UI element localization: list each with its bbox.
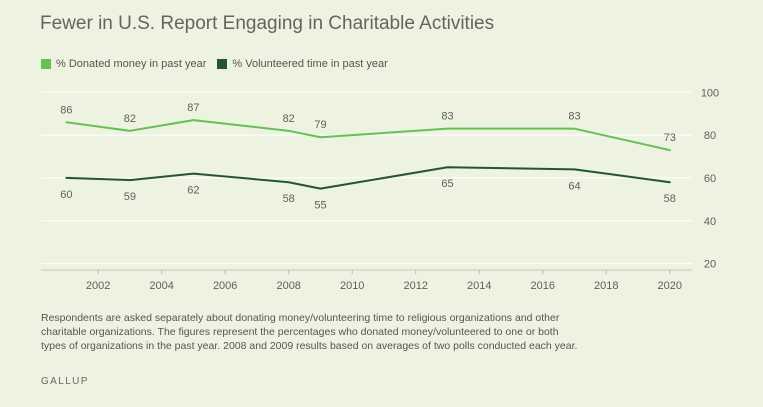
x-tick-label-2016: 2016 [531,280,555,292]
data-label-donated-2020: 73 [664,132,676,144]
x-tick-label-2006: 2006 [213,280,237,292]
x-tick-label-2020: 2020 [658,280,682,292]
data-label-donated-2005: 87 [187,102,199,114]
data-label-volunteered-2020: 58 [664,193,676,205]
x-tick-label-2002: 2002 [86,280,110,292]
series-line-donated [65,119,671,152]
data-label-donated-2009: 79 [314,119,326,131]
x-tick-label-2004: 2004 [149,280,173,292]
data-label-donated-2003: 82 [124,113,136,125]
y-tick-label-20: 20 [704,259,716,271]
legend-item-donated: % Donated money in past year [41,58,206,70]
data-label-donated-2008: 82 [283,113,295,125]
x-tick-label-2012: 2012 [403,280,427,292]
chart-title: Fewer in U.S. Report Engaging in Charita… [40,13,495,34]
data-label-volunteered-2005: 62 [187,185,199,197]
data-label-volunteered-2009: 55 [314,200,326,212]
legend-item-volunteered: % Volunteered time in past year [217,58,388,70]
data-label-donated-2017: 83 [568,111,580,123]
data-label-volunteered-2008: 58 [283,193,295,205]
legend-label-volunteered: % Volunteered time in past year [232,58,388,70]
data-label-donated-2001: 86 [60,104,72,116]
data-label-volunteered-2001: 60 [60,189,72,201]
x-tick-label-2010: 2010 [340,280,364,292]
legend-swatch-donated [41,59,51,69]
data-label-volunteered-2017: 64 [568,180,580,192]
footnote: Respondents are asked separately about d… [41,312,578,352]
y-tick-label-60: 60 [704,173,716,185]
x-tick-label-2008: 2008 [276,280,300,292]
chart-legend: % Donated money in past year % Volunteer… [41,58,399,70]
y-tick-label-80: 80 [704,130,716,142]
legend-swatch-volunteered [217,59,228,69]
x-tick-label-2014: 2014 [467,280,491,292]
y-tick-label-100: 100 [701,87,719,99]
series-line-volunteered [65,166,671,190]
brand-logo-text: GALLUP [41,376,89,387]
y-tick-label-40: 40 [704,216,716,228]
x-tick-label-2018: 2018 [594,280,618,292]
data-label-volunteered-2003: 59 [124,191,136,203]
data-label-volunteered-2013: 65 [441,178,453,190]
legend-label-donated: % Donated money in past year [56,58,207,70]
data-label-donated-2013: 83 [441,111,453,123]
